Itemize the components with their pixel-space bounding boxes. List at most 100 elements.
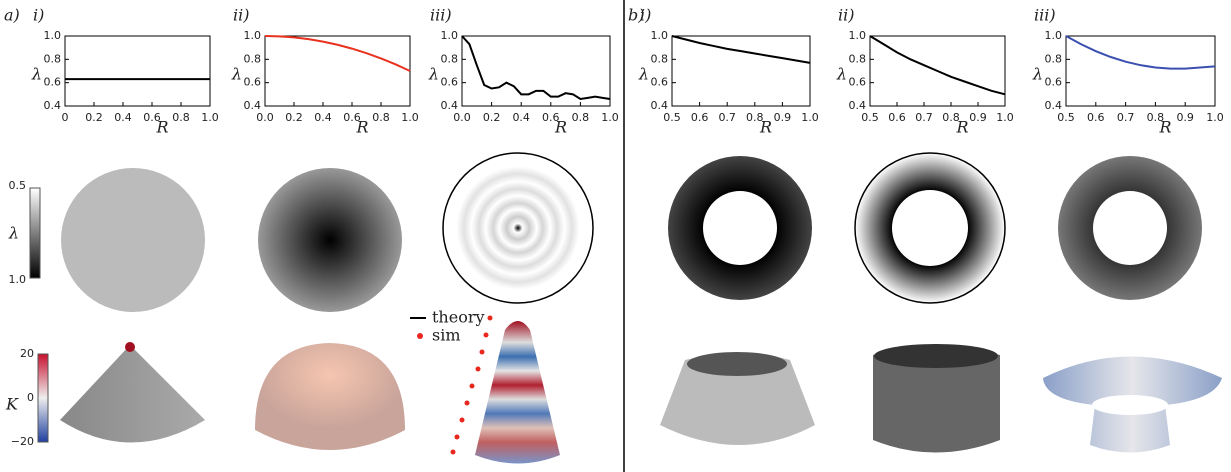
x-axis-label: R bbox=[155, 118, 168, 137]
x-axis-label: R bbox=[955, 118, 968, 137]
y-tick-label: 0.6 bbox=[441, 76, 459, 89]
y-tick-label: 0.6 bbox=[44, 76, 62, 89]
disc bbox=[443, 153, 593, 303]
x-tick-label: 0.6 bbox=[1087, 111, 1105, 124]
y-tick-label: 1.0 bbox=[849, 29, 867, 42]
x-tick-label: 0 bbox=[62, 111, 69, 124]
plot-frame bbox=[65, 36, 210, 106]
y-tick-label: 0.8 bbox=[651, 52, 669, 65]
y-tick-label: 0.8 bbox=[849, 52, 867, 65]
y-axis-label: λ bbox=[836, 65, 847, 84]
x-tick-label: 0.2 bbox=[285, 111, 303, 124]
line bbox=[672, 36, 810, 63]
x-axis-label: R bbox=[554, 118, 567, 137]
x-tick-label: 0.2 bbox=[483, 111, 501, 124]
dome bbox=[255, 343, 405, 450]
subpanel-label: i) bbox=[640, 6, 651, 25]
subpanel-label: iii) bbox=[430, 6, 452, 25]
colorbar-tick-label: −20 bbox=[11, 435, 34, 448]
x-tick-label: 0.0 bbox=[256, 111, 274, 124]
x-tick-label: 0.4 bbox=[114, 111, 132, 124]
x-tick-label: 0.8 bbox=[372, 111, 390, 124]
legend-label: theory bbox=[432, 308, 485, 327]
y-tick-label: 0.4 bbox=[441, 99, 459, 112]
x-tick-label: 1.0 bbox=[601, 111, 619, 124]
x-tick-label: 0.6 bbox=[691, 111, 709, 124]
x-tick-label: 0.9 bbox=[774, 111, 792, 124]
y-tick-label: 1.0 bbox=[244, 29, 262, 42]
subpanel-label: ii) bbox=[838, 6, 854, 25]
x-axis-label: R bbox=[759, 118, 772, 137]
y-tick-label: 0.4 bbox=[1045, 99, 1063, 112]
x-tick-label: 0.0 bbox=[453, 111, 471, 124]
y-tick-label: 0.8 bbox=[44, 52, 62, 65]
hole bbox=[1092, 395, 1168, 415]
legend-marker bbox=[417, 333, 423, 339]
x-tick-label: 0.5 bbox=[663, 111, 681, 124]
plot-frame bbox=[462, 36, 610, 106]
plot-frame bbox=[265, 36, 410, 106]
hole bbox=[892, 190, 968, 266]
x-tick-label: 1.0 bbox=[401, 111, 419, 124]
y-axis-label: λ bbox=[231, 65, 242, 84]
colorbar-label: λ bbox=[8, 224, 19, 243]
y-tick-label: 0.8 bbox=[441, 52, 459, 65]
plot-frame bbox=[672, 36, 810, 106]
x-tick-label: 0.7 bbox=[915, 111, 933, 124]
y-tick-label: 0.8 bbox=[1045, 52, 1063, 65]
y-tick-label: 0.6 bbox=[244, 76, 262, 89]
x-axis-label: R bbox=[1158, 118, 1171, 137]
y-tick-label: 0.4 bbox=[849, 99, 867, 112]
colorbar-tick-label: 20 bbox=[20, 347, 34, 360]
plot-frame bbox=[1066, 36, 1215, 106]
legend-label: sim bbox=[432, 326, 461, 345]
y-tick-label: 0.4 bbox=[651, 99, 669, 112]
y-tick-label: 0.4 bbox=[44, 99, 62, 112]
x-tick-label: 1.0 bbox=[801, 111, 819, 124]
x-tick-label: 0.7 bbox=[1117, 111, 1135, 124]
x-tick-label: 0.2 bbox=[85, 111, 103, 124]
x-tick-label: 1.0 bbox=[1206, 111, 1224, 124]
disc bbox=[61, 168, 205, 312]
colorbar bbox=[30, 188, 40, 278]
hole bbox=[703, 191, 777, 265]
x-tick-label: 0.9 bbox=[1176, 111, 1194, 124]
subpanel-label: ii) bbox=[233, 6, 249, 25]
line bbox=[870, 36, 1005, 94]
subpanel-label: i) bbox=[33, 6, 44, 25]
tower bbox=[475, 321, 560, 464]
colorbar-tick-label: 0 bbox=[27, 391, 34, 404]
y-tick-label: 0.6 bbox=[849, 76, 867, 89]
x-tick-label: 0.7 bbox=[718, 111, 736, 124]
panel-label: a) bbox=[4, 6, 20, 25]
subpanel-label: iii) bbox=[1034, 6, 1056, 25]
x-tick-label: 0.8 bbox=[172, 111, 190, 124]
line bbox=[462, 36, 610, 99]
y-tick-label: 0.8 bbox=[244, 52, 262, 65]
line bbox=[265, 36, 410, 71]
line bbox=[1066, 36, 1215, 69]
x-tick-label: 1.0 bbox=[996, 111, 1014, 124]
colorbar-label: K bbox=[5, 395, 19, 414]
x-tick-label: 1.0 bbox=[201, 111, 219, 124]
rim bbox=[687, 352, 787, 376]
colorbar-tick-label: 1.0 bbox=[9, 273, 27, 286]
y-tick-label: 1.0 bbox=[441, 29, 459, 42]
disc bbox=[258, 168, 402, 312]
y-axis-label: λ bbox=[638, 65, 649, 84]
hole bbox=[1093, 191, 1167, 265]
cone-tip bbox=[125, 342, 135, 352]
x-tick-label: 0.5 bbox=[861, 111, 879, 124]
cone bbox=[60, 345, 205, 443]
y-tick-label: 0.6 bbox=[651, 76, 669, 89]
y-axis-label: λ bbox=[428, 65, 439, 84]
y-tick-label: 0.4 bbox=[244, 99, 262, 112]
x-tick-label: 0.5 bbox=[1057, 111, 1075, 124]
y-tick-label: 0.6 bbox=[1045, 76, 1063, 89]
y-axis-label: λ bbox=[31, 65, 42, 84]
figure: a) b) 0.5 1.0 λ 20 0 −20 K theory sim i)… bbox=[0, 0, 1231, 472]
y-tick-label: 1.0 bbox=[44, 29, 62, 42]
rim bbox=[874, 344, 998, 368]
x-tick-label: 0.6 bbox=[888, 111, 906, 124]
y-tick-label: 1.0 bbox=[651, 29, 669, 42]
